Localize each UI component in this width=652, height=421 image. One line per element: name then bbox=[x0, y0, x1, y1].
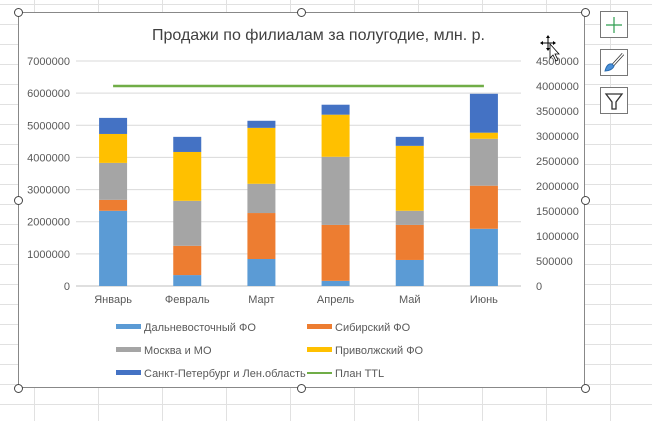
chart: Продажи по филиалам за полугодие, млн. р… bbox=[27, 27, 579, 380]
y-primary-tick-label: 3000000 bbox=[27, 185, 70, 197]
legend-label: Санкт-Петербург и Лен.область bbox=[144, 368, 306, 380]
y-secondary-tick-label: 500000 bbox=[536, 256, 573, 268]
bar-segment bbox=[469, 132, 498, 139]
y-primary-tick-label: 5000000 bbox=[27, 120, 70, 132]
y-primary-tick-label: 1000000 bbox=[27, 249, 70, 261]
legend-swatch bbox=[116, 324, 141, 329]
category-label: Март bbox=[248, 294, 274, 306]
y-primary-tick-label: 4000000 bbox=[27, 152, 70, 164]
bar-segment bbox=[99, 210, 128, 286]
category-label: Апрель bbox=[317, 294, 355, 306]
y-secondary-tick-label: 1000000 bbox=[536, 231, 579, 243]
bar-segment bbox=[247, 127, 276, 184]
bar-segment bbox=[469, 93, 498, 133]
legend-swatch bbox=[116, 347, 141, 352]
bar-segment bbox=[395, 210, 424, 225]
chart-filters-button[interactable] bbox=[600, 87, 628, 114]
filter-icon bbox=[604, 92, 624, 110]
legend-label: Москва и МО bbox=[144, 345, 212, 357]
bar-segment bbox=[99, 117, 128, 134]
bar-segment bbox=[247, 183, 276, 214]
category-label: Май bbox=[399, 294, 421, 306]
bar-segment bbox=[173, 136, 202, 152]
y-secondary-tick-label: 3500000 bbox=[536, 106, 579, 118]
bar-segment bbox=[99, 199, 128, 211]
bar-segment bbox=[247, 120, 276, 128]
bar-segment bbox=[395, 136, 424, 146]
resize-handle-l[interactable] bbox=[14, 196, 23, 205]
resize-handle-r[interactable] bbox=[581, 196, 590, 205]
legend-swatch bbox=[116, 370, 141, 375]
y-primary-tick-label: 2000000 bbox=[27, 217, 70, 229]
y-primary-tick-label: 7000000 bbox=[27, 56, 70, 68]
resize-handle-tl[interactable] bbox=[14, 8, 23, 17]
legend-label: План TTL bbox=[335, 368, 384, 380]
bar-segment bbox=[173, 151, 202, 201]
bar-segment bbox=[247, 213, 276, 259]
y-primary-tick-label: 6000000 bbox=[27, 88, 70, 100]
legend-label: Сибирский ФО bbox=[335, 322, 411, 334]
bar-segment bbox=[247, 259, 276, 286]
legend-swatch bbox=[307, 347, 332, 352]
bar-segment bbox=[99, 133, 128, 163]
resize-handle-br[interactable] bbox=[581, 384, 590, 393]
y-secondary-tick-label: 2500000 bbox=[536, 156, 579, 168]
category-label: Февраль bbox=[165, 294, 210, 306]
chart-title: Продажи по филиалам за полугодие, млн. р… bbox=[152, 27, 485, 44]
y-secondary-tick-label: 1500000 bbox=[536, 206, 579, 218]
legend-label: Приволжский ФО bbox=[335, 345, 424, 357]
y-secondary-tick-label: 3000000 bbox=[536, 131, 579, 143]
bar-segment bbox=[469, 185, 498, 229]
resize-handle-tr[interactable] bbox=[581, 8, 590, 17]
resize-handle-b[interactable] bbox=[297, 384, 306, 393]
bar-segment bbox=[469, 138, 498, 186]
bar-segment bbox=[321, 280, 350, 286]
bar-segment bbox=[321, 156, 350, 225]
bar-segment bbox=[173, 275, 202, 286]
category-label: Январь bbox=[94, 294, 132, 306]
bar-segment bbox=[395, 224, 424, 260]
bar-segment bbox=[173, 200, 202, 246]
legend-swatch bbox=[307, 324, 332, 329]
chart-frame[interactable]: Продажи по филиалам за полугодие, млн. р… bbox=[18, 12, 585, 388]
move-cursor-icon bbox=[540, 35, 560, 62]
bar-segment bbox=[99, 162, 128, 200]
legend-label: Дальневосточный ФО bbox=[144, 322, 256, 334]
y-secondary-tick-label: 4000000 bbox=[536, 81, 579, 93]
bar-segment bbox=[469, 228, 498, 286]
bar-segment bbox=[321, 104, 350, 115]
resize-handle-t[interactable] bbox=[297, 8, 306, 17]
chart-styles-button[interactable] bbox=[600, 49, 628, 76]
resize-handle-bl[interactable] bbox=[14, 384, 23, 393]
bar-segment bbox=[321, 224, 350, 281]
y-secondary-tick-label: 2000000 bbox=[536, 181, 579, 193]
category-label: Июнь bbox=[470, 294, 498, 306]
bar-segment bbox=[321, 114, 350, 157]
y-secondary-tick-label: 4500000 bbox=[536, 56, 579, 68]
brush-icon bbox=[604, 52, 625, 72]
plus-icon bbox=[606, 16, 622, 33]
chart-elements-button[interactable] bbox=[600, 11, 628, 38]
y-primary-tick-label: 0 bbox=[64, 281, 70, 293]
bar-segment bbox=[173, 245, 202, 276]
bar-segment bbox=[395, 145, 424, 211]
bar-segment bbox=[395, 259, 424, 286]
y-secondary-tick-label: 0 bbox=[536, 281, 542, 293]
